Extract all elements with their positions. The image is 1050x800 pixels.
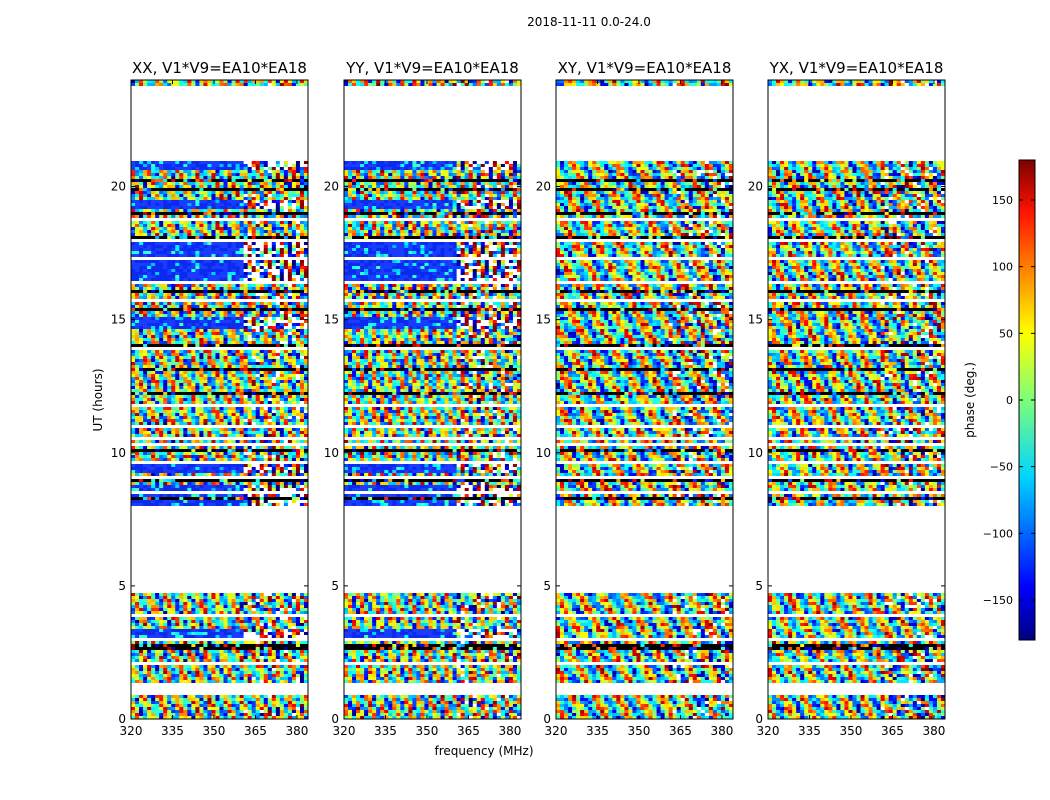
figure-title: 2018-11-11 0.0-24.0 [527,15,651,29]
x-tick-label: 365 [881,724,904,738]
y-tick-label: 20 [536,180,551,194]
panel-xy-frame [555,79,734,720]
colorbar-tick-label: 150 [992,194,1013,207]
y-tick-label: 5 [118,579,126,593]
y-tick-label: 5 [755,579,763,593]
panel-xx-title: XX, V1*V9=EA10*EA18 [132,59,307,77]
x-tick-label: 380 [498,724,521,738]
panel-yy: YY, V1*V9=EA10*EA18 320 335 350 365 380 0 5 10 15… [324,59,522,738]
y-tick-label: 20 [111,180,126,194]
panel-yx-frame [767,79,946,720]
panel-xx: XX, V1*V9=EA10*EA18 320 335 350 365 380 0 5 10 15… [111,59,309,738]
x-tick-label: 380 [710,724,733,738]
y-tick-label: 5 [543,579,551,593]
x-tick-label: 350 [840,724,863,738]
y-tick-label: 15 [536,313,551,327]
x-tick-label: 365 [244,724,267,738]
x-tick-label: 320 [120,724,143,738]
y-tick-label: 0 [755,712,763,726]
panel-yy-title: YY, V1*V9=EA10*EA18 [345,59,519,77]
x-tick-label: 380 [285,724,308,738]
x-tick-label: 335 [586,724,609,738]
x-tick-label: 365 [669,724,692,738]
panel-yy-frame [343,79,522,720]
colorbar-tick-label: 0 [1006,394,1013,407]
colorbar: 150 100 50 0 −50 −100 −150 phase (deg.) [963,159,1036,641]
x-tick-label: 350 [203,724,226,738]
colorbar-tick-label: −100 [983,527,1013,540]
panels-group: XX, V1*V9=EA10*EA18 320 335 350 365 380 0 5 10 15… [111,59,946,738]
y-tick-label: 0 [331,712,339,726]
y-tick-label: 15 [324,313,339,327]
panel-xy-title: XY, V1*V9=EA10*EA18 [558,59,732,77]
colorbar-tick-label: 100 [992,261,1013,274]
x-tick-label: 335 [374,724,397,738]
y-axis-label: UT (hours) [91,368,105,431]
colorbar-tick-label: −50 [990,461,1013,474]
x-tick-label: 320 [757,724,780,738]
y-tick-label: 20 [324,180,339,194]
x-tick-label: 335 [161,724,184,738]
x-tick-label: 380 [922,724,945,738]
panel-xy: XY, V1*V9=EA10*EA18 320 335 350 365 380 0 5 10 15… [536,59,734,738]
y-tick-label: 0 [543,712,551,726]
panel-xx-heatmap [131,80,308,719]
panel-yy-heatmap [344,80,521,719]
y-tick-label: 10 [111,446,126,460]
x-tick-label: 320 [333,724,356,738]
y-tick-label: 10 [324,446,339,460]
panel-yx-title: YX, V1*V9=EA10*EA18 [769,59,944,77]
panel-yx: YX, V1*V9=EA10*EA18 320 335 350 365 380 0 5 10 15… [748,59,946,738]
colorbar-tick-label: 50 [999,327,1013,340]
colorbar-label: phase (deg.) [963,362,977,438]
colorbar-tick-label: −150 [983,594,1013,607]
y-tick-label: 10 [748,446,763,460]
y-tick-label: 5 [331,579,339,593]
x-tick-label: 350 [416,724,439,738]
x-axis-label: frequency (MHz) [434,744,533,758]
y-tick-label: 0 [118,712,126,726]
y-tick-label: 20 [748,180,763,194]
panel-yx-heatmap [768,80,945,719]
y-tick-label: 15 [111,313,126,327]
x-tick-label: 335 [798,724,821,738]
y-tick-label: 10 [536,446,551,460]
x-tick-label: 365 [457,724,480,738]
x-tick-label: 320 [545,724,568,738]
x-tick-label: 350 [628,724,651,738]
panel-xy-heatmap [556,80,733,719]
y-tick-label: 15 [748,313,763,327]
panel-xx-frame [130,79,309,720]
